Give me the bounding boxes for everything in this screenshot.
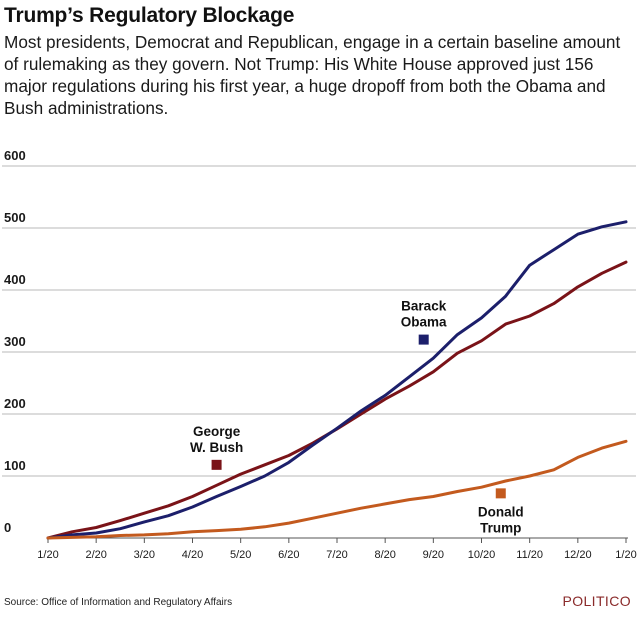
x-tick-label: 2/20 — [85, 549, 106, 561]
y-tick-label: 0 — [4, 520, 11, 535]
label-george-w-bush: W. Bush — [190, 440, 243, 455]
x-tick-label: 9/20 — [423, 549, 444, 561]
x-tick-label: 8/20 — [374, 549, 395, 561]
x-tick-label: 6/20 — [278, 549, 299, 561]
marker-barack-obama — [418, 334, 429, 345]
x-axis-tick-labels: 1/20 2/20 3/20 4/20 5/20 6/20 7/20 8/20 9/20 10/2… — [37, 538, 637, 561]
series-line-barack-obama — [46, 220, 628, 540]
y-tick-label: 300 — [4, 334, 26, 349]
y-tick-label: 500 — [4, 210, 26, 225]
y-axis-tick-labels: 0 100 200 300 400 500 600 — [4, 148, 26, 535]
x-tick-label: 3/20 — [134, 549, 155, 561]
x-tick-label: 10/20 — [468, 549, 496, 561]
chart-title: Trump’s Regulatory Blockage — [4, 4, 295, 27]
x-tick-label: 7/20 — [326, 549, 347, 561]
source-note: Source: Office of Information and Regula… — [4, 597, 233, 608]
y-tick-label: 600 — [4, 148, 26, 163]
series-lines — [46, 220, 628, 540]
x-tick-label: 4/20 — [182, 549, 203, 561]
marker-donald-trump — [495, 488, 506, 499]
series-line-donald-trump — [46, 439, 628, 540]
chart-subtitle: Most presidents, Democrat and Republican… — [4, 32, 621, 118]
label-barack-obama: Obama — [401, 315, 447, 330]
x-tick-label: 11/20 — [516, 549, 543, 561]
label-barack-obama: Barack — [401, 299, 447, 314]
x-tick-label: 1/20 — [37, 549, 58, 561]
label-donald-trump: Donald — [478, 504, 524, 519]
x-tick-label: 5/20 — [230, 549, 251, 561]
x-tick-label: 12/20 — [564, 549, 592, 561]
publisher-logo: POLITICO — [562, 593, 631, 609]
marker-george-w-bush — [211, 459, 222, 470]
x-tick-label: 1/20 — [615, 549, 636, 561]
label-donald-trump: Trump — [480, 520, 521, 535]
y-tick-label: 200 — [4, 396, 26, 411]
y-tick-label: 100 — [4, 458, 26, 473]
y-tick-label: 400 — [4, 272, 26, 287]
grid-lines — [2, 165, 636, 477]
series-line-george-w-bush — [46, 260, 628, 540]
label-george-w-bush: George — [193, 424, 241, 439]
